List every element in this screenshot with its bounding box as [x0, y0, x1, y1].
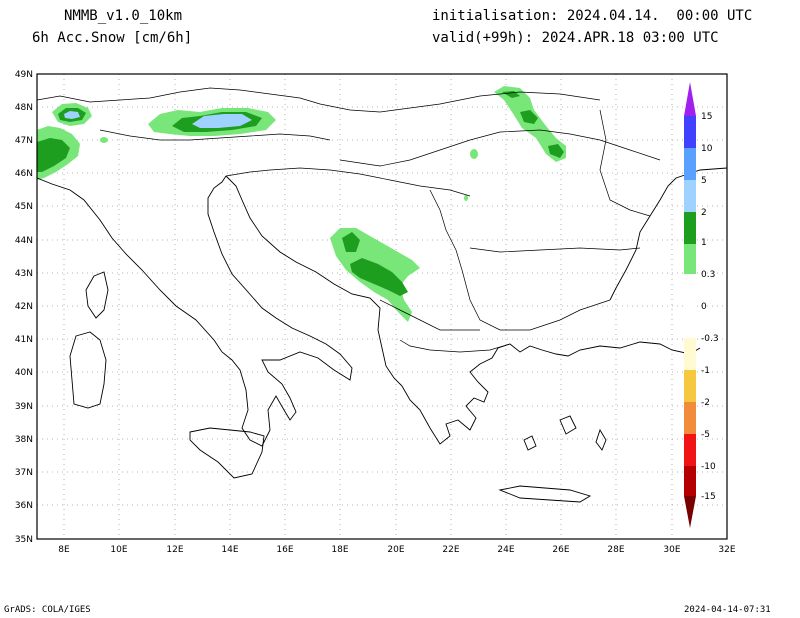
color-legend: 15 10 5 2 1 0.3 0 -0.3 -1 -2 -5 -10 -15	[684, 82, 719, 528]
lat-label: 40N	[15, 368, 33, 378]
snow-spot-2	[464, 195, 468, 201]
legend-label: -1	[701, 366, 710, 376]
legend-label: 2	[701, 208, 707, 218]
legend-swatch	[684, 338, 696, 370]
lon-label: 26E	[552, 545, 569, 555]
legend-label: -10	[701, 462, 716, 472]
lon-label: 10E	[110, 545, 127, 555]
latitude-labels: 49N 48N 47N 46N 45N 44N 43N 42N 41N 40N …	[15, 70, 33, 545]
legend-label: 0.3	[701, 270, 715, 280]
lat-label: 39N	[15, 402, 33, 412]
lon-label: 18E	[331, 545, 348, 555]
footer-timestamp: 2024-04-14-07:31	[684, 605, 771, 615]
legend-label: -2	[701, 398, 710, 408]
map-grid	[37, 74, 727, 539]
lon-label: 12E	[166, 545, 183, 555]
legend-swatch	[684, 402, 696, 434]
snow-shading	[37, 86, 566, 322]
legend-swatch	[684, 180, 696, 212]
map-frame	[36, 73, 728, 540]
legend-labels: 15 10 5 2 1 0.3 0 -0.3 -1 -2 -5 -10 -15	[701, 112, 719, 502]
lon-label: 32E	[718, 545, 735, 555]
snow-area-bavaria-peak	[64, 111, 80, 119]
coastlines	[37, 167, 727, 503]
lat-label: 35N	[15, 535, 33, 545]
lon-label: 24E	[497, 545, 514, 555]
lon-label: 20E	[387, 545, 404, 555]
lat-label: 42N	[15, 302, 33, 312]
longitude-labels: 8E 10E 12E 14E 16E 18E 20E 22E 24E 26E 2…	[58, 545, 736, 555]
legend-swatch	[684, 434, 696, 466]
legend-label: 0	[701, 302, 707, 312]
model-name: NMMB_v1.0_10km	[64, 8, 183, 24]
legend-swatch	[684, 370, 696, 402]
lon-label: 16E	[276, 545, 293, 555]
variable-name: 6h Acc.Snow [cm/6h]	[32, 30, 193, 46]
lon-label: 22E	[442, 545, 459, 555]
legend-label: -5	[701, 430, 710, 440]
lon-label: 30E	[663, 545, 680, 555]
snow-spot-1	[470, 149, 478, 159]
lat-label: 44N	[15, 236, 33, 246]
lat-label: 48N	[15, 103, 33, 113]
snow-spot-3	[100, 137, 108, 143]
lat-label: 41N	[15, 335, 33, 345]
lat-label: 38N	[15, 435, 33, 445]
country-borders	[37, 87, 661, 353]
lat-label: 45N	[15, 202, 33, 212]
legend-label: 15	[701, 112, 712, 122]
legend-swatch	[684, 116, 696, 148]
snow-area-balkans-core	[342, 232, 408, 296]
snow-area-carpathians	[494, 86, 566, 162]
init-time: initialisation: 2024.04.14. 00:00 UTC	[432, 8, 753, 24]
valid-time: valid(+99h): 2024.APR.18 03:00 UTC	[432, 30, 719, 46]
lat-label: 46N	[15, 169, 33, 179]
lat-label: 47N	[15, 136, 33, 146]
legend-bottom-arrow	[684, 496, 696, 528]
lat-label: 43N	[15, 269, 33, 279]
legend-top-arrow	[684, 82, 696, 116]
snow-area-carpathians-core	[502, 91, 564, 158]
snow-area-austria-peak	[192, 114, 252, 128]
legend-label: 5	[701, 176, 707, 186]
lon-label: 8E	[58, 545, 70, 555]
legend-swatch-zero	[684, 274, 696, 338]
legend-swatch	[684, 244, 696, 274]
legend-label: -0.3	[701, 334, 719, 344]
legend-swatch	[684, 212, 696, 244]
legend-label: -15	[701, 492, 716, 502]
lon-label: 14E	[221, 545, 238, 555]
lat-label: 37N	[15, 468, 33, 478]
lat-label: 36N	[15, 501, 33, 511]
legend-swatch	[684, 148, 696, 180]
snow-area-alps-west-core	[37, 138, 70, 172]
legend-label: 10	[701, 144, 713, 154]
legend-label: 1	[701, 238, 707, 248]
legend-swatch	[684, 466, 696, 496]
lat-label: 49N	[15, 70, 33, 80]
footer-source: GrADS: COLA/IGES	[4, 605, 91, 615]
lon-label: 28E	[607, 545, 624, 555]
